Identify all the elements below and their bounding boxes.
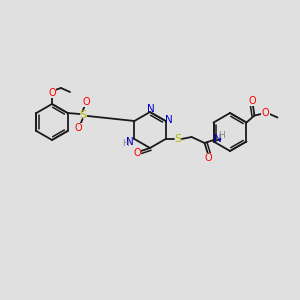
Text: O: O	[249, 95, 256, 106]
Text: S: S	[174, 134, 181, 144]
Text: O: O	[205, 153, 212, 163]
Text: H: H	[122, 140, 129, 148]
Text: N: N	[125, 137, 133, 147]
Text: N: N	[147, 104, 155, 114]
Text: O: O	[133, 148, 141, 158]
Text: S: S	[79, 110, 86, 120]
Text: N: N	[214, 134, 221, 144]
Text: H: H	[218, 130, 225, 140]
Text: O: O	[262, 109, 269, 118]
Text: N: N	[165, 115, 172, 125]
Text: O: O	[83, 97, 90, 107]
Text: O: O	[48, 88, 56, 98]
Text: O: O	[75, 123, 83, 133]
